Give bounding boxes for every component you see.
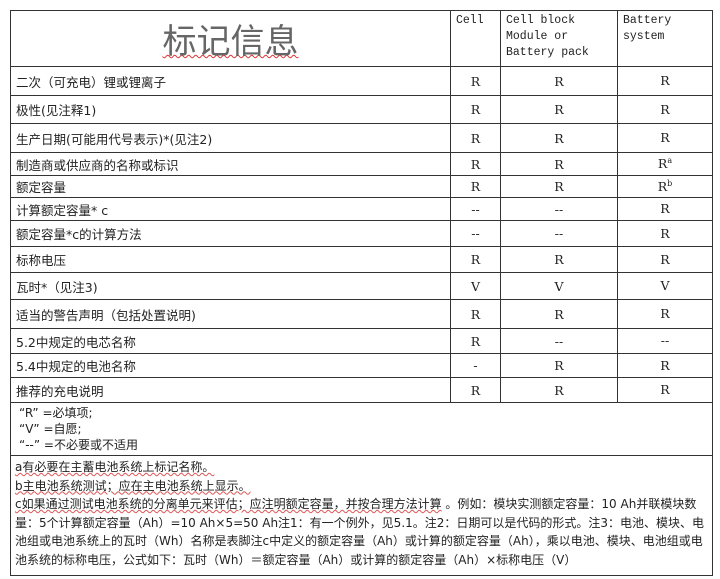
module-value: R [500, 246, 618, 273]
row-label: 额定容量*c的计算方法 [10, 220, 451, 247]
row-label: 推荐的充电说明 [10, 377, 451, 403]
system-value: R [617, 377, 713, 403]
table-row: 额定容量*c的计算方法 -- -- R [10, 220, 713, 247]
module-value: R [500, 123, 618, 153]
module-value: -- [500, 197, 618, 221]
table-row: 二次（可充电）锂或锂离子 R R R [10, 66, 713, 96]
table-row: 5.4中规定的电池名称 - R R [10, 353, 713, 378]
cell-value: R [450, 66, 501, 96]
module-value: R [500, 152, 618, 176]
legend-r: “R” =必填项; [19, 406, 93, 420]
cell-value: R [450, 152, 501, 176]
system-value: R [617, 220, 713, 247]
row-label: 适当的警告声明（包括处置说明) [10, 299, 451, 329]
cell-value: -- [450, 197, 501, 221]
footnote-notes: 。例如：模块实测额定容量：10 Ah并联模块数量：5个计算额定容量（Ah）=10… [15, 497, 705, 567]
table-title: 标记信息 [10, 10, 451, 67]
footnotes: a有必要在主蓄电池系统上标记名称。 b主电池系统测试；应在主电池系统上显示。 c… [10, 455, 713, 576]
cell-value: R [450, 328, 501, 354]
table-row: 瓦时*（见注3) V V V [10, 272, 713, 300]
cell-value: R [450, 123, 501, 153]
system-value: R [617, 353, 713, 378]
row-label: 生产日期(可能用代号表示)*(见注2) [10, 123, 451, 153]
table-row: 额定容量 R R Rb [10, 175, 713, 198]
row-label: 二次（可充电）锂或锂离子 [10, 66, 451, 96]
table-row: 标称电压 R R R [10, 246, 713, 273]
cell-value: R [450, 175, 501, 198]
table-row: 生产日期(可能用代号表示)*(见注2) R R R [10, 123, 713, 153]
system-value: R [617, 197, 713, 221]
row-label: 5.4中规定的电池名称 [10, 353, 451, 378]
module-value: R [500, 299, 618, 329]
row-label: 计算额定容量* c [10, 197, 451, 221]
marking-info-table: 标记信息 Cell Cell block Module or Battery p… [10, 10, 713, 576]
table-row: 计算额定容量* c -- -- R [10, 197, 713, 221]
module-value: R [500, 353, 618, 378]
system-value: Ra [617, 152, 713, 176]
row-label: 极性(见注释1) [10, 95, 451, 124]
table-row: 适当的警告声明（包括处置说明) R R R [10, 299, 713, 329]
module-value: -- [500, 328, 618, 354]
table-row: 极性(见注释1) R R R [10, 95, 713, 124]
row-label: 瓦时*（见注3) [10, 272, 451, 300]
footnote-ref: a [667, 156, 673, 166]
system-value: R [617, 123, 713, 153]
cell-value: V [450, 272, 501, 300]
module-value: R [500, 377, 618, 403]
row-label: 标称电压 [10, 246, 451, 273]
header-module: Cell block Module or Battery pack [500, 10, 618, 67]
system-value: R [617, 66, 713, 96]
system-value: V [617, 272, 713, 300]
header-row: 标记信息 Cell Cell block Module or Battery p… [10, 10, 713, 67]
cell-value: -- [450, 220, 501, 247]
footnote-a: a有必要在主蓄电池系统上标记名称。 [15, 460, 215, 474]
system-value: R [617, 299, 713, 329]
module-value: V [500, 272, 618, 300]
row-label: 制造商或供应商的名称或标识 [10, 152, 451, 176]
module-value: -- [500, 220, 618, 247]
system-value: R [617, 246, 713, 273]
footnote-ref: b [667, 178, 673, 188]
module-value: R [500, 66, 618, 96]
system-value: -- [617, 328, 713, 354]
table-row: 制造商或供应商的名称或标识 R R Ra [10, 152, 713, 176]
system-value: Rb [617, 175, 713, 198]
row-label: 5.2中规定的电芯名称 [10, 328, 451, 354]
system-value: R [617, 95, 713, 124]
cell-value: R [450, 246, 501, 273]
table-row: 推荐的充电说明 R R R [10, 377, 713, 403]
row-label: 额定容量 [10, 175, 451, 198]
legend-na: “--” =不必要或不适用 [19, 438, 138, 452]
cell-value: - [450, 353, 501, 378]
cell-value: R [450, 299, 501, 329]
footnote-c: c如果通过测试电池系统的分离单元来评估；应注明额定容量，并按合理方法计算 [15, 497, 442, 511]
table-row: 5.2中规定的电芯名称 R -- -- [10, 328, 713, 354]
module-value: R [500, 175, 618, 198]
footnote-b: b主电池系统测试；应在主电池系统上显示。 [15, 478, 251, 493]
header-cell: Cell [450, 10, 501, 67]
module-value: R [500, 95, 618, 124]
legend-v: “V” =自愿; [19, 422, 82, 436]
legend: “R” =必填项; “V” =自愿; “--” =不必要或不适用 [10, 402, 713, 456]
cell-value: R [450, 377, 501, 403]
header-system: Battery system [617, 10, 713, 67]
cell-value: R [450, 95, 501, 124]
